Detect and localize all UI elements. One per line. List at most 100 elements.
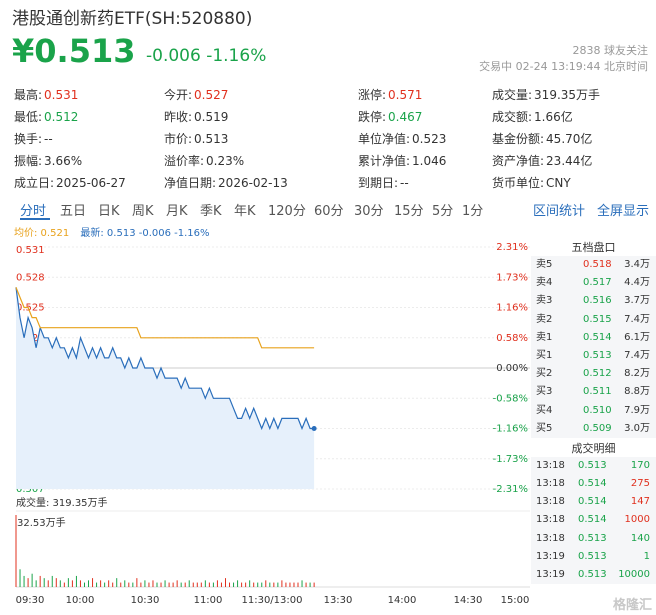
order-volume: 3.0万 <box>624 422 650 434</box>
tab-4[interactable]: 月K <box>166 204 188 219</box>
x-tick: 11:00 <box>194 595 223 606</box>
order-volume: 7.9万 <box>624 404 650 416</box>
order-price: 0.517 <box>583 277 612 289</box>
order-book-row: 卖5 0.518 3.4万 <box>531 256 656 275</box>
order-volume: 7.4万 <box>624 313 650 325</box>
watermark-logo: 格隆汇 <box>612 598 652 613</box>
tab-6[interactable]: 年K <box>234 204 256 219</box>
trade-time: 13:18 <box>536 459 565 471</box>
tab-2[interactable]: 日K <box>98 204 120 219</box>
order-book-row: 买3 0.511 8.8万 <box>531 383 656 402</box>
stat-cell: 累计净值: 1.046 <box>358 152 446 169</box>
stat-label: 单位净值: <box>358 132 411 146</box>
trade-row: 13:18 0.513 170 <box>531 456 656 476</box>
trade-qty: 147 <box>630 496 650 508</box>
stat-value: 0.523 <box>412 132 447 146</box>
tab-0[interactable]: 分时 <box>20 204 47 219</box>
tab-10[interactable]: 15分 <box>394 204 424 219</box>
order-book-row: 买2 0.512 8.2万 <box>531 365 656 384</box>
stat-value: 0.467 <box>388 110 423 124</box>
trade-time: 13:18 <box>536 532 565 544</box>
trade-qty: 1 <box>643 550 650 562</box>
volume-label: 成交量: 319.35万手 <box>16 498 108 509</box>
y-tick-left: 0.528 <box>16 272 45 283</box>
avg-price-line <box>15 287 315 349</box>
tab-8[interactable]: 60分 <box>314 204 344 219</box>
trade-time: 13:19 <box>536 550 565 562</box>
x-tick: 14:30 <box>454 595 483 606</box>
trade-row: 13:18 0.514 147 <box>531 493 656 512</box>
stat-label: 振幅: <box>14 154 43 168</box>
tab-1[interactable]: 五日 <box>60 204 87 219</box>
trade-price: 0.514 <box>578 514 607 526</box>
intraday-chart[interactable]: 0.5312.31%0.5281.73%0.5251.16%0.5220.58%… <box>0 236 530 615</box>
x-tick: 15:00 <box>501 595 530 606</box>
trade-qty: 170 <box>630 459 650 471</box>
stat-label: 到期日: <box>358 176 399 190</box>
stat-label: 成交额: <box>492 110 533 124</box>
x-tick: 09:30 <box>16 595 45 606</box>
x-tick: 10:00 <box>66 595 95 606</box>
stat-cell: 最低: 0.512 <box>14 108 78 125</box>
trade-time: 13:18 <box>536 478 565 490</box>
trades-title: 成交明细 <box>571 441 616 455</box>
stat-value: 0.519 <box>194 110 229 124</box>
stat-cell: 成立日: 2025-06-27 <box>14 174 126 191</box>
order-level: 买4 <box>536 404 553 416</box>
tab-3[interactable]: 周K <box>132 204 154 219</box>
trading-status: 交易中 02-24 13:19:44 北京时间 <box>479 60 648 73</box>
stat-label: 涨停: <box>358 88 387 102</box>
stat-value: 23.44亿 <box>546 154 593 168</box>
stat-cell: 涨停: 0.571 <box>358 86 422 103</box>
tab-7[interactable]: 120分 <box>268 204 306 219</box>
stat-value: 0.512 <box>44 110 79 124</box>
order-level: 买3 <box>536 386 553 398</box>
order-level: 卖4 <box>536 277 553 289</box>
order-book-row: 买4 0.510 7.9万 <box>531 401 656 420</box>
fullscreen-button[interactable]: 全屏显示 <box>597 204 650 219</box>
last-price-dot <box>311 426 317 431</box>
stat-cell: 市价: 0.513 <box>164 130 228 147</box>
order-level: 卖1 <box>536 331 553 343</box>
trade-qty: 275 <box>630 478 650 490</box>
tab-12[interactable]: 1分 <box>462 204 484 219</box>
order-volume: 7.4万 <box>624 349 650 361</box>
stat-value: 1.046 <box>412 154 447 168</box>
trade-row: 13:18 0.514 275 <box>531 475 656 494</box>
stat-cell: 昨收: 0.519 <box>164 108 228 125</box>
trade-price: 0.513 <box>578 569 607 580</box>
x-tick: 13:30 <box>324 595 353 606</box>
range-stats-button[interactable]: 区间统计 <box>533 204 586 219</box>
tab-5[interactable]: 季K <box>200 204 222 219</box>
stat-cell: 成交额: 1.66亿 <box>492 108 573 125</box>
y-tick-right: 0.58% <box>496 333 528 344</box>
tab-9[interactable]: 30分 <box>354 204 384 219</box>
stat-label: 成交量: <box>492 88 533 102</box>
trade-price: 0.513 <box>578 532 607 544</box>
x-tick: 11:30/13:00 <box>241 595 302 606</box>
stat-cell: 到期日: -- <box>358 174 409 191</box>
order-price: 0.518 <box>583 259 612 270</box>
stat-cell: 资产净值: 23.44亿 <box>492 152 592 169</box>
stat-value: 0.23% <box>206 154 245 168</box>
tab-11[interactable]: 5分 <box>432 204 454 219</box>
stat-label: 最低: <box>14 110 43 124</box>
order-level: 买5 <box>536 422 553 434</box>
stat-cell: 溢价率: 0.23% <box>164 152 244 169</box>
trade-qty: 10000 <box>618 569 650 580</box>
order-book-row: 卖1 0.514 6.1万 <box>531 328 656 347</box>
legend-avg-price: 均价: 0.521 <box>14 228 70 239</box>
price-line <box>15 287 315 431</box>
trade-time: 13:18 <box>536 496 565 508</box>
stats-row: 最低: 0.512 昨收: 0.519 跌停: 0.467 成交额: 1.66亿 <box>14 104 654 126</box>
stat-label: 昨收: <box>164 110 193 124</box>
stat-label: 累计净值: <box>358 154 411 168</box>
follow-count[interactable]: 2838 球友关注 <box>572 44 649 57</box>
stats-row: 最高: 0.531 今开: 0.527 涨停: 0.571 成交量: 319.35万手 <box>14 82 654 104</box>
order-level: 买1 <box>536 349 553 361</box>
stat-value: -- <box>400 176 409 190</box>
stat-value: 2025-06-27 <box>56 176 126 190</box>
chart-legend: 均价: 0.521 最新: 0.513 -0.006 -1.16% <box>14 224 210 239</box>
stat-value: 0.513 <box>194 132 229 146</box>
trade-time: 13:19 <box>536 569 565 580</box>
